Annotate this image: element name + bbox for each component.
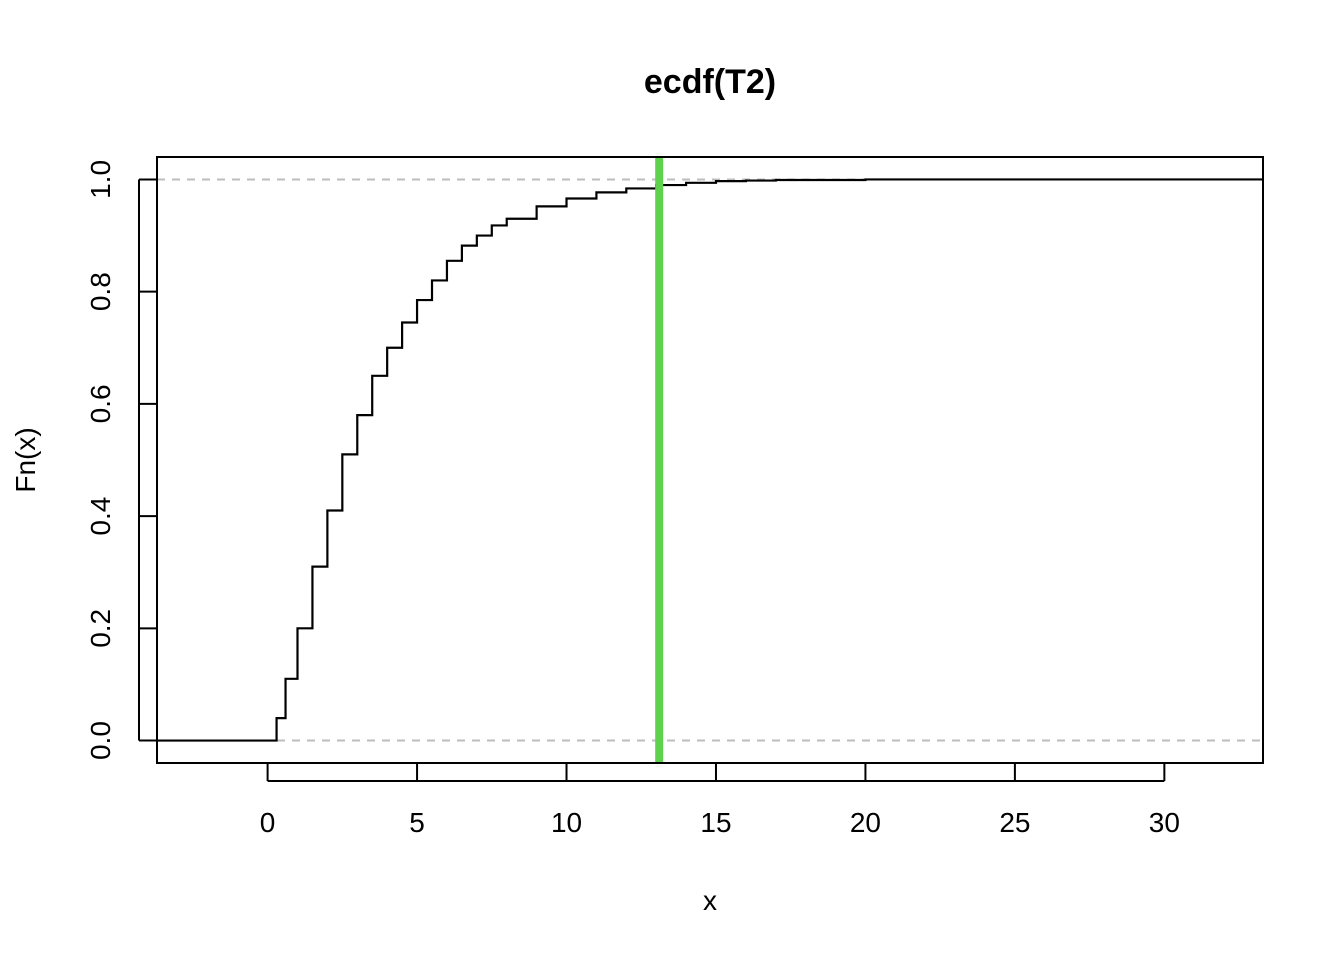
y-tick-label-0: 0.0 — [85, 721, 116, 760]
y-axis-label: Fn(x) — [10, 427, 41, 492]
x-tick-label-0: 0 — [260, 807, 276, 838]
x-tick-label-4: 20 — [850, 807, 881, 838]
y-tick-label-4: 0.8 — [85, 272, 116, 311]
y-tick-label-2: 0.4 — [85, 497, 116, 536]
x-axis-label: x — [703, 885, 717, 916]
x-tick-label-6: 30 — [1149, 807, 1180, 838]
x-tick-label-3: 15 — [700, 807, 731, 838]
chart-title: ecdf(T2) — [644, 63, 776, 101]
x-tick-label-5: 25 — [999, 807, 1030, 838]
ecdf-line-0 — [157, 178, 1263, 742]
y-tick-label-5: 1.0 — [85, 160, 116, 199]
x-tick-label-2: 10 — [551, 807, 582, 838]
y-axis: 0.0 0.2 0.4 0.6 0.8 1.0 — [85, 160, 157, 760]
reference-lines — [157, 178, 1263, 742]
y-tick-label-3: 0.6 — [85, 384, 116, 423]
series-layer — [157, 178, 1263, 742]
x-axis: 0 5 10 15 20 25 30 — [260, 763, 1180, 838]
y-tick-label-1: 0.2 — [85, 609, 116, 648]
plot-frame — [156, 156, 1264, 764]
x-tick-label-1: 5 — [409, 807, 425, 838]
